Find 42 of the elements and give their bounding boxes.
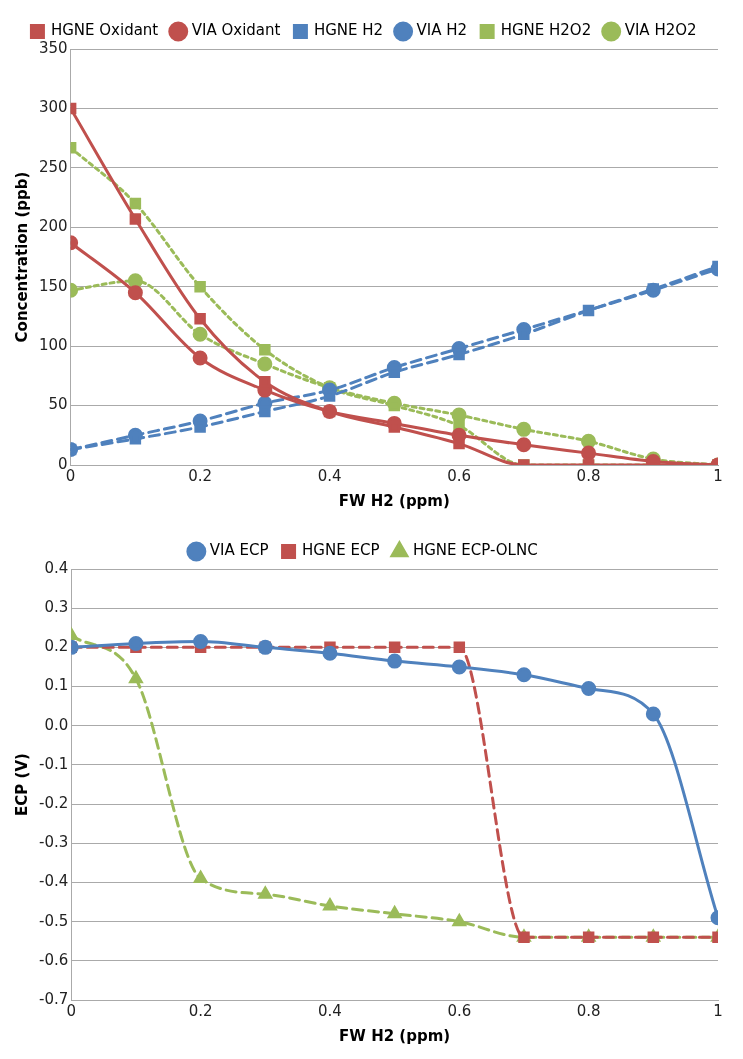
y-tick-label: 250	[38, 157, 68, 176]
y-axis-title: Concentration (ppb)	[12, 171, 31, 343]
y-tick-label: 0.0	[44, 715, 69, 734]
legend-label: HGNE ECP-OLNC	[412, 541, 538, 560]
y-tick-label: 150	[38, 276, 68, 295]
y-tick-label: 350	[38, 38, 68, 57]
legend-label: VIA Oxidant	[191, 21, 281, 40]
y-tick-label: 0.3	[44, 598, 69, 617]
y-tick-label: 50	[48, 395, 68, 414]
legend-label: HGNE ECP	[302, 541, 380, 560]
legend-label: HGNE H2	[313, 21, 384, 40]
legend-label: VIA ECP	[209, 541, 269, 560]
y-tick-label: 300	[38, 98, 68, 117]
y-tick-label: 0.1	[44, 676, 69, 695]
x-tick-label: 1	[713, 1001, 723, 1020]
y-tick-label: 0.4	[44, 558, 69, 577]
legend-label: VIA H2	[416, 21, 468, 40]
x-tick-label: 0.6	[447, 466, 471, 485]
x-tick-label: 0.4	[318, 1001, 342, 1020]
x-tick-label: 0.8	[576, 1001, 601, 1020]
x-axis-title: FW H2 (ppm)	[339, 1026, 451, 1045]
y-tick-label: 0	[58, 454, 68, 473]
y-tick-label: 100	[38, 336, 68, 355]
legend-label: HGNE H2O2	[500, 21, 592, 40]
x-axis-title: FW H2 (ppm)	[338, 491, 450, 510]
x-tick-label: 0.2	[188, 466, 213, 485]
x-tick-label: 0.8	[576, 466, 601, 485]
y-tick-label: -0.5	[38, 911, 69, 930]
y-tick-label: -0.2	[38, 793, 69, 812]
x-tick-label: 0.6	[447, 1001, 472, 1020]
legend-label: VIA H2O2	[624, 21, 697, 40]
legend-label: HGNE Oxidant	[50, 21, 159, 40]
y-tick-label: 200	[38, 217, 68, 236]
y-tick-label: -0.4	[38, 872, 69, 891]
y-tick-label: 0.2	[44, 637, 69, 656]
y-tick-label: -0.3	[38, 833, 69, 852]
y-tick-label: -0.1	[38, 754, 69, 773]
x-tick-label: 0.4	[317, 466, 342, 485]
y-tick-label: -0.6	[38, 950, 69, 969]
x-tick-label: 1	[713, 466, 723, 485]
y-axis-title: ECP (V)	[12, 753, 31, 816]
x-tick-label: 0.2	[188, 1001, 213, 1020]
